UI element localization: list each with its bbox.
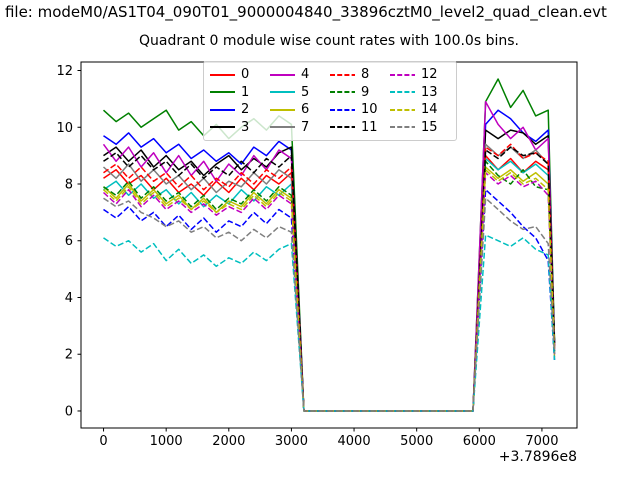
legend-line-swatch	[210, 73, 235, 76]
legend-item-module-12: 12	[390, 68, 450, 81]
plot-line-module-13	[103, 234, 556, 412]
y-tick-label: 6	[65, 234, 73, 249]
legend-label: 3	[241, 119, 250, 135]
plot-line-module-12	[102, 171, 556, 412]
y-tick-label: 10	[56, 121, 73, 136]
legend-line-swatch	[270, 108, 295, 111]
legend-label: 12	[421, 67, 438, 83]
plot-line-module-9	[103, 160, 556, 412]
legend-item-module-8: 8	[330, 68, 390, 81]
legend-item-module-7: 7	[270, 121, 330, 134]
legend-label: 0	[241, 67, 250, 83]
y-tick-label: 8	[65, 178, 73, 193]
x-tick-label: 0	[99, 434, 107, 449]
legend: 0 1 2 3 4 5 6 7 8 9 10 11 12 13 14 15	[203, 61, 457, 141]
legend-label: 7	[301, 119, 310, 135]
plot-line-module-0	[103, 154, 556, 412]
legend-item-module-1: 1	[210, 86, 270, 99]
legend-label: 15	[421, 119, 438, 135]
x-axis-offset-label: +3.7896e8	[498, 449, 577, 465]
legend-item-module-3: 3	[210, 121, 270, 134]
plot-line-module-3	[103, 129, 556, 412]
legend-line-swatch	[390, 73, 415, 76]
legend-label: 2	[241, 102, 250, 118]
x-tick-label: 3000	[275, 434, 308, 449]
legend-item-module-13: 13	[390, 86, 450, 99]
x-tick-label: 4000	[338, 434, 371, 449]
legend-item-module-9: 9	[330, 86, 390, 99]
legend-item-module-14: 14	[390, 103, 450, 116]
legend-line-swatch	[390, 91, 415, 94]
y-tick-label: 2	[65, 348, 73, 363]
legend-line-swatch	[330, 91, 355, 94]
legend-line-swatch	[270, 73, 295, 76]
legend-line-swatch	[330, 73, 355, 76]
legend-item-module-5: 5	[270, 86, 330, 99]
legend-label: 9	[361, 84, 370, 100]
x-tick-label: 6000	[463, 434, 496, 449]
legend-line-swatch	[330, 108, 355, 111]
legend-line-swatch	[270, 126, 295, 129]
legend-item-module-6: 6	[270, 103, 330, 116]
legend-label: 13	[421, 84, 438, 100]
y-tick-label: 4	[65, 291, 73, 306]
legend-label: 11	[361, 119, 378, 135]
legend-label: 10	[361, 102, 378, 118]
legend-label: 1	[241, 84, 250, 100]
legend-line-swatch	[210, 126, 235, 129]
axes-title: Quadrant 0 module wise count rates with …	[139, 33, 519, 49]
legend-label: 8	[361, 67, 370, 83]
y-tick-label: 12	[56, 64, 73, 79]
figure-title-filename: a file: modeM0/AS1T04_090T01_9000004840_…	[0, 3, 607, 21]
legend-item-module-15: 15	[390, 121, 450, 134]
legend-item-module-11: 11	[330, 121, 390, 134]
legend-item-module-10: 10	[330, 103, 390, 116]
legend-label: 6	[301, 102, 310, 118]
plot-line-module-15	[103, 197, 556, 412]
legend-line-swatch	[390, 126, 415, 129]
legend-line-swatch	[390, 108, 415, 111]
x-tick-label: 5000	[400, 434, 433, 449]
legend-item-module-2: 2	[210, 103, 270, 116]
legend-item-module-4: 4	[270, 68, 330, 81]
plot-line-module-5	[103, 157, 556, 412]
legend-line-swatch	[210, 91, 235, 94]
plot-line-module-10	[103, 188, 556, 412]
legend-item-module-0: 0	[210, 68, 270, 81]
y-tick-label: 0	[65, 404, 73, 419]
x-tick-label: 7000	[525, 434, 558, 449]
legend-line-swatch	[270, 91, 295, 94]
x-tick-label: 2000	[212, 434, 245, 449]
legend-line-swatch	[330, 126, 355, 129]
legend-label: 14	[421, 102, 438, 118]
legend-label: 5	[301, 84, 310, 100]
plot-line-module-11	[103, 146, 556, 412]
x-tick-label: 1000	[150, 434, 183, 449]
plot-line-module-2	[103, 109, 556, 412]
legend-label: 4	[301, 67, 310, 83]
legend-line-swatch	[210, 108, 235, 111]
